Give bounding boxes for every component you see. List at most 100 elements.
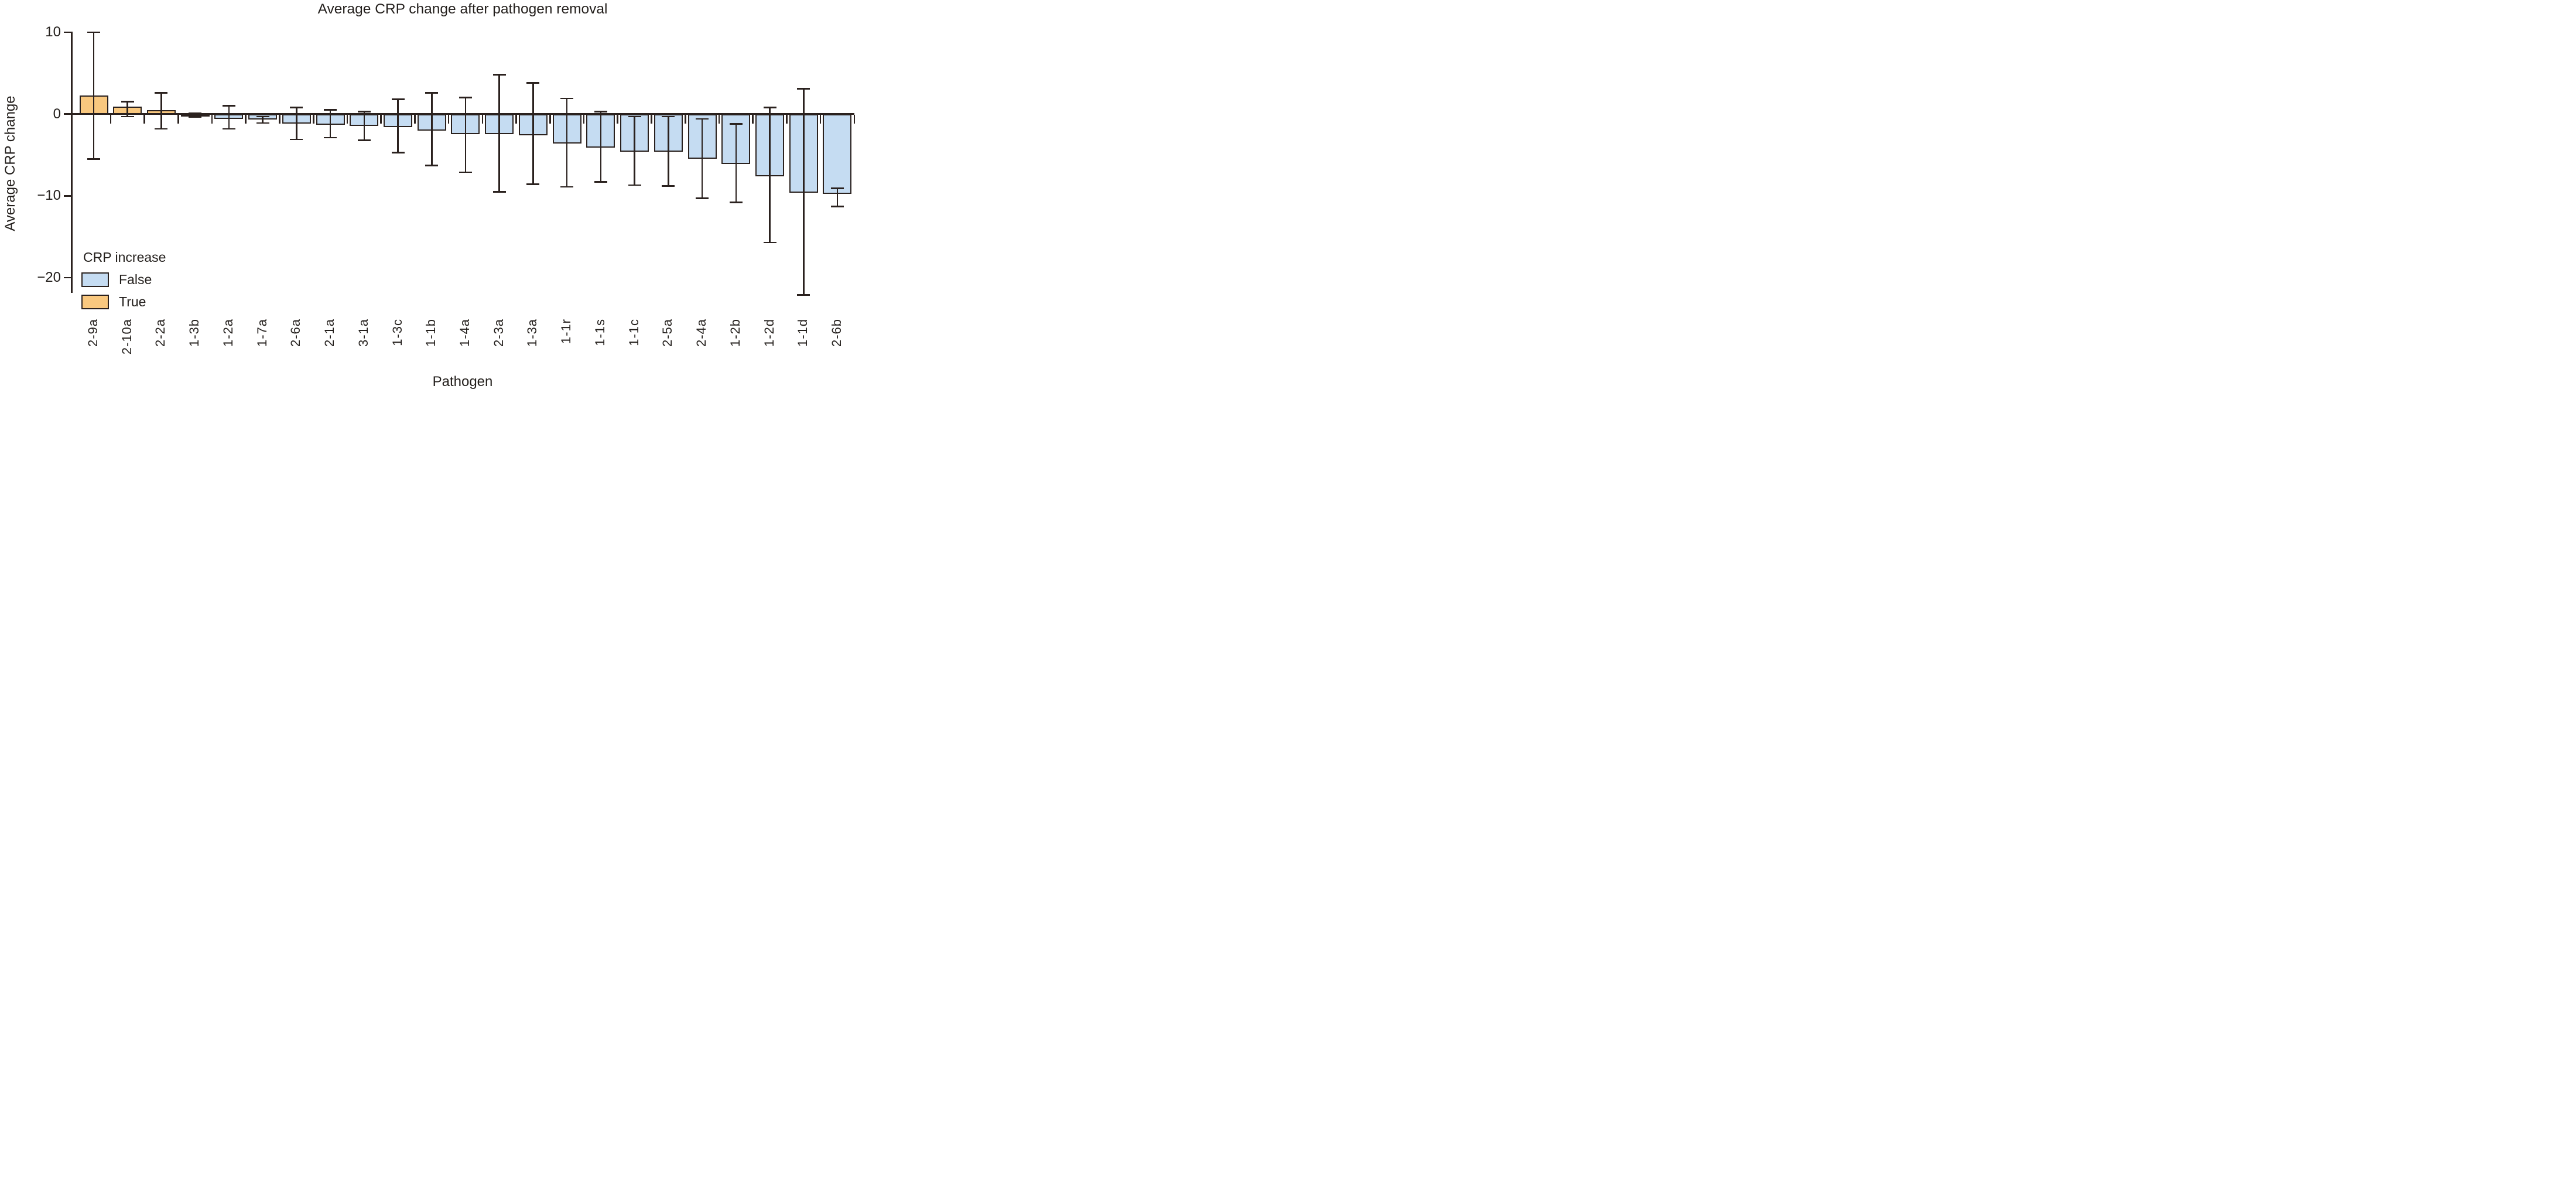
error-cap-low-1-2b bbox=[729, 202, 743, 203]
y-tick--20 bbox=[64, 276, 71, 279]
x-tick-label-1-2d: 1-2d bbox=[761, 319, 776, 347]
error-cap-low-2-5a bbox=[662, 185, 675, 187]
error-cap-high-1-1r bbox=[560, 97, 574, 100]
x-boundary-tick bbox=[312, 115, 314, 124]
error-line-2-10a bbox=[126, 101, 129, 117]
x-boundary-tick bbox=[414, 115, 416, 124]
x-boundary-tick bbox=[279, 115, 280, 124]
error-line-1-3b bbox=[194, 113, 196, 117]
error-cap-high-1-1s bbox=[594, 111, 607, 112]
error-cap-high-3-1a bbox=[357, 111, 371, 112]
x-tick-label-2-5a: 2-5a bbox=[660, 319, 675, 347]
error-line-1-7a bbox=[262, 116, 264, 124]
legend-label-true: True bbox=[119, 294, 146, 309]
x-boundary-tick bbox=[786, 115, 788, 124]
error-line-1-4a bbox=[464, 97, 467, 172]
error-line-1-2b bbox=[735, 124, 737, 203]
error-cap-high-1-2a bbox=[222, 105, 235, 107]
plot-area: 10 0 −10 −20 2-9a 2-10a 2-2a 1-3b 1-2a 1-7a 2-6a 2-… bbox=[0, 0, 858, 396]
x-tick-label-2-2a: 2-2a bbox=[153, 319, 168, 347]
x-boundary-tick bbox=[819, 115, 822, 124]
error-cap-low-2-9a bbox=[87, 158, 100, 160]
error-cap-high-1-3b bbox=[189, 112, 202, 114]
error-cap-high-1-2d bbox=[763, 107, 776, 108]
x-boundary-tick bbox=[211, 115, 213, 124]
x-boundary-tick bbox=[583, 115, 585, 124]
x-tick-label-1-4a: 1-4a bbox=[457, 319, 472, 347]
error-cap-low-1-3a bbox=[526, 183, 540, 186]
x-boundary-tick bbox=[346, 115, 348, 124]
error-cap-high-1-4a bbox=[459, 97, 472, 99]
x-boundary-tick bbox=[684, 115, 686, 124]
x-boundary-tick bbox=[245, 115, 247, 124]
error-line-1-1c bbox=[634, 116, 635, 186]
error-cap-high-2-9a bbox=[87, 31, 100, 33]
y-tick-label--20: −20 bbox=[37, 269, 61, 285]
x-tick-label-2-3a: 2-3a bbox=[491, 319, 506, 347]
error-cap-low-2-3a bbox=[492, 191, 506, 193]
x-tick-label-3-1a: 3-1a bbox=[355, 319, 371, 347]
x-tick-label-1-2b: 1-2b bbox=[727, 319, 743, 347]
error-cap-high-1-3c bbox=[391, 98, 405, 100]
error-cap-low-1-3b bbox=[189, 116, 202, 118]
x-boundary-tick bbox=[177, 115, 179, 124]
x-boundary-tick bbox=[752, 115, 754, 124]
x-axis-label: Pathogen bbox=[432, 374, 493, 390]
error-cap-low-3-1a bbox=[357, 139, 371, 141]
y-tick-10 bbox=[64, 31, 71, 33]
legend-swatch-false bbox=[81, 272, 109, 287]
x-boundary-tick bbox=[447, 115, 450, 124]
x-tick-label-1-1b: 1-1b bbox=[423, 319, 439, 347]
x-boundary-tick bbox=[549, 115, 551, 124]
error-cap-low-2-4a bbox=[696, 197, 709, 199]
error-line-2-6a bbox=[296, 107, 297, 139]
x-boundary-tick bbox=[110, 115, 112, 124]
error-cap-low-2-1a bbox=[324, 136, 337, 139]
error-line-1-1b bbox=[430, 93, 433, 166]
error-cap-high-1-1d bbox=[797, 88, 810, 90]
x-boundary-tick bbox=[853, 115, 856, 124]
crp-bar-chart-figure: Average CRP change after pathogen remova… bbox=[0, 0, 858, 396]
y-tick-label-0: 0 bbox=[53, 105, 61, 122]
error-cap-high-2-6a bbox=[290, 107, 303, 108]
error-cap-low-1-1c bbox=[628, 184, 641, 186]
legend-title: CRP increase bbox=[83, 250, 166, 265]
y-tick-label-10: 10 bbox=[45, 24, 61, 40]
y-tick-0 bbox=[64, 113, 71, 115]
error-cap-high-2-4a bbox=[696, 118, 709, 120]
x-tick-label-1-1d: 1-1d bbox=[795, 319, 810, 347]
error-line-2-1a bbox=[329, 110, 331, 138]
x-boundary-tick bbox=[651, 115, 652, 124]
error-line-2-5a bbox=[668, 116, 669, 186]
x-tick-label-1-7a: 1-7a bbox=[254, 319, 269, 347]
error-line-1-1r bbox=[566, 98, 568, 187]
error-line-2-2a bbox=[160, 93, 162, 129]
x-tick-label-2-1a: 2-1a bbox=[322, 319, 337, 347]
error-cap-high-2-3a bbox=[492, 74, 506, 76]
x-tick-label-2-10a: 2-10a bbox=[119, 319, 134, 355]
x-tick-label-1-1c: 1-1c bbox=[626, 319, 641, 346]
error-cap-low-1-1s bbox=[594, 181, 607, 183]
x-tick-label-1-1s: 1-1s bbox=[592, 319, 607, 346]
error-cap-high-1-3a bbox=[526, 82, 540, 84]
error-line-2-3a bbox=[498, 74, 501, 192]
bar-2-6b bbox=[823, 114, 852, 194]
error-line-2-4a bbox=[701, 119, 703, 199]
x-boundary-tick bbox=[143, 115, 145, 124]
y-axis-spine bbox=[71, 31, 73, 293]
error-cap-low-2-2a bbox=[155, 128, 168, 130]
error-cap-low-1-1d bbox=[797, 293, 810, 296]
legend: CRP increase False True bbox=[81, 250, 234, 314]
error-line-1-3a bbox=[532, 83, 534, 185]
error-cap-high-1-1b bbox=[425, 92, 439, 94]
error-cap-low-1-1b bbox=[425, 165, 439, 166]
error-line-1-1s bbox=[600, 111, 602, 182]
error-cap-low-2-6b bbox=[830, 206, 844, 207]
x-tick-label-2-4a: 2-4a bbox=[694, 319, 709, 347]
x-boundary-tick bbox=[481, 115, 484, 124]
x-tick-label-2-9a: 2-9a bbox=[85, 319, 100, 347]
error-cap-high-1-2b bbox=[729, 123, 743, 125]
x-tick-label-1-3c: 1-3c bbox=[389, 319, 405, 346]
error-cap-low-2-10a bbox=[121, 115, 134, 118]
error-cap-low-1-2d bbox=[763, 241, 776, 244]
